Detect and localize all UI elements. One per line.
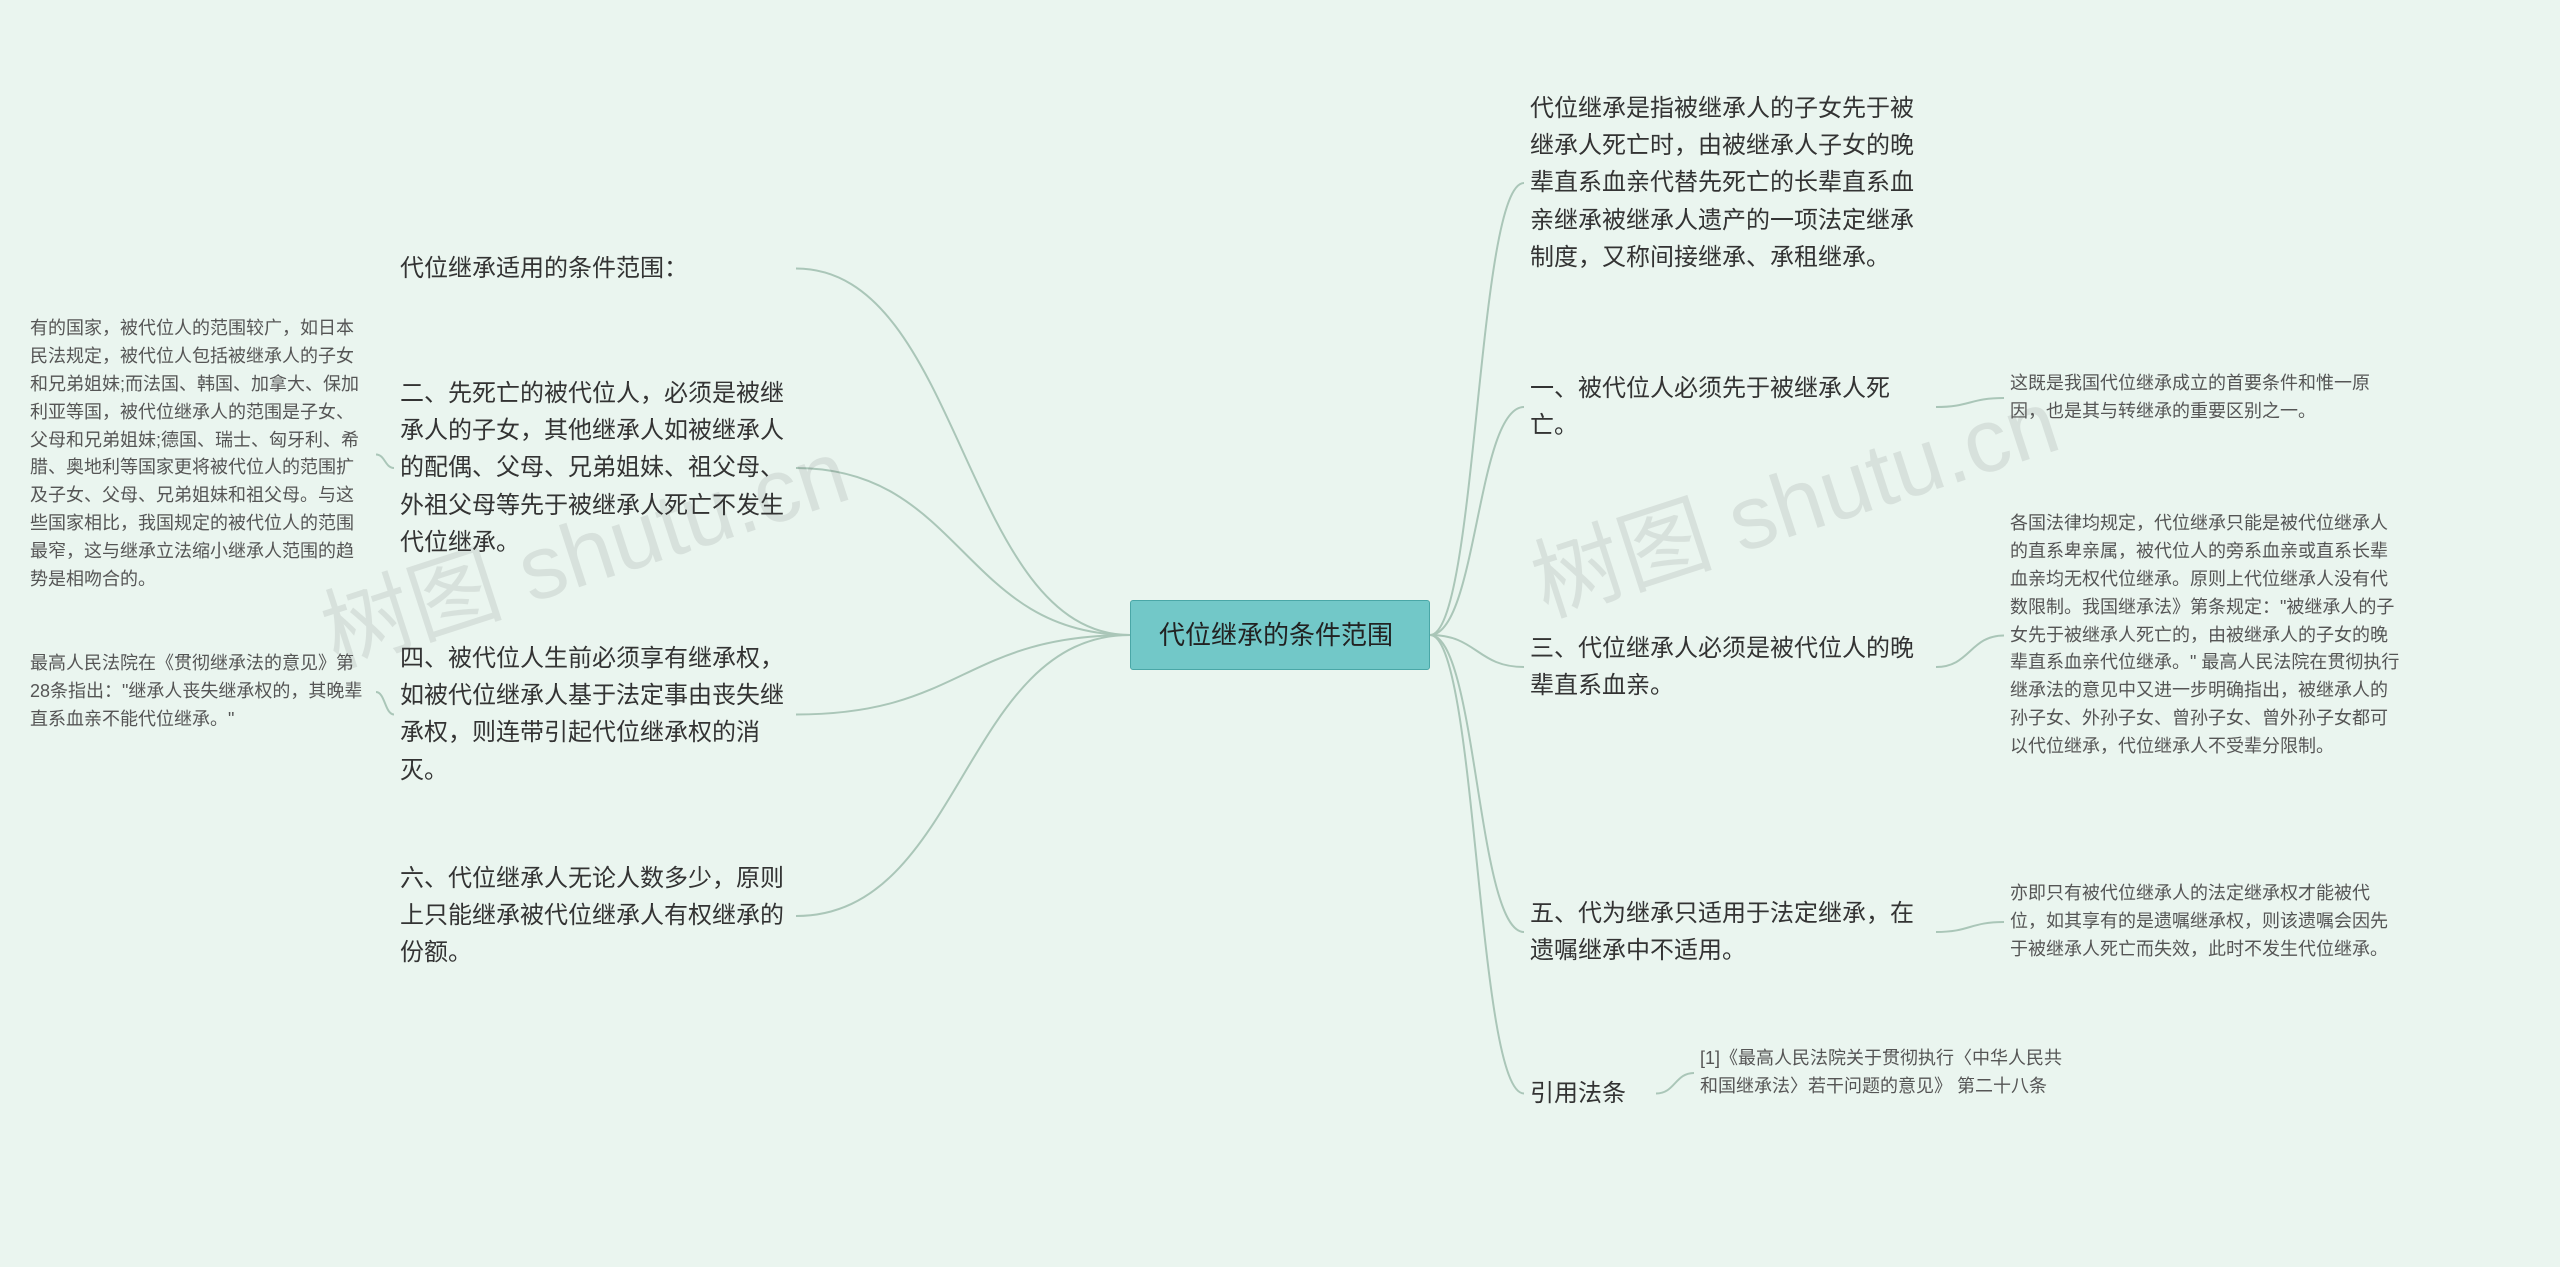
right-node-condition-1: 一、被代位人必须先于被继承人死亡。 [1530,370,1930,444]
right-node-definition: 代位继承是指被继承人的子女先于被继承人死亡时，由被继承人子女的晚辈直系血亲代替先… [1530,90,1930,276]
left-leaf-supreme-court-28: 最高人民法院在《贯彻继承法的意见》第28条指出："继承人丧失继承权的，其晚辈直系… [30,650,370,734]
right-leaf-condition-5-detail: 亦即只有被代位继承人的法定继承权才能被代位，如其享有的是遗嘱继承权，则该遗嘱会因… [2010,880,2400,964]
right-node-citations: 引用法条 [1530,1075,1650,1112]
left-node-condition-4: 四、被代位人生前必须享有继承权，如被代位继承人基于法定事由丧失继承权，则连带引起… [400,640,790,789]
right-leaf-condition-3-detail: 各国法律均规定，代位继承只能是被代位继承人的直系卑亲属，被代位人的旁系血亲或直系… [2010,510,2400,761]
left-leaf-foreign-scope: 有的国家，被代位人的范围较广，如日本民法规定，被代位人包括被继承人的子女和兄弟姐… [30,315,370,594]
right-leaf-citation-1: [1]《最高人民法院关于贯彻执行〈中华人民共和国继承法〉若干问题的意见》 第二十… [1700,1045,2070,1101]
right-node-condition-5: 五、代为继承只适用于法定继承，在遗嘱继承中不适用。 [1530,895,1930,969]
right-node-condition-3: 三、代位继承人必须是被代位人的晚辈直系血亲。 [1530,630,1930,704]
left-node-condition-6: 六、代位继承人无论人数多少，原则上只能继承被代位继承人有权继承的份额。 [400,860,790,972]
mindmap-canvas: 树图 shutu.cn 树图 shutu.cn 代位继承的条件范围 代位继承适用… [0,0,2560,1267]
left-node-conditions-heading: 代位继承适用的条件范围： [400,250,790,287]
root-node: 代位继承的条件范围 [1130,600,1430,670]
left-node-condition-2: 二、先死亡的被代位人，必须是被继承人的子女，其他继承人如被继承人的配偶、父母、兄… [400,375,790,561]
right-leaf-condition-1-detail: 这既是我国代位继承成立的首要条件和惟一原因，也是其与转继承的重要区别之一。 [2010,370,2390,426]
